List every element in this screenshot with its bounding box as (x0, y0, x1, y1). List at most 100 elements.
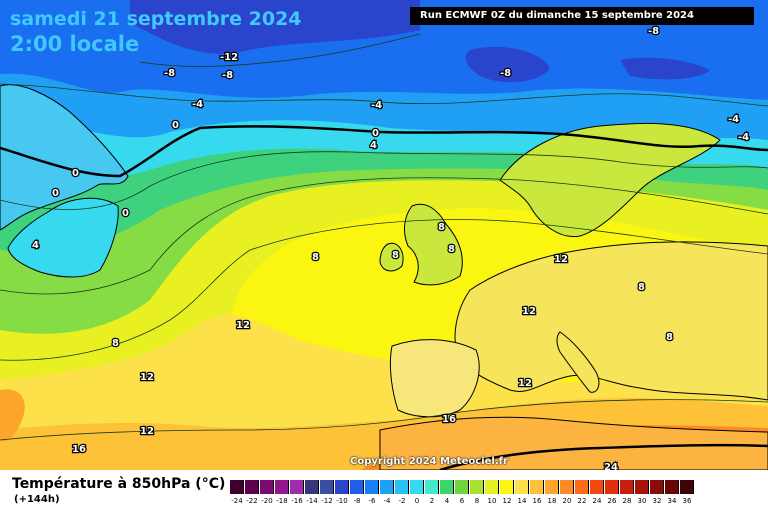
forecast-lead-time: (+144h) (14, 494, 60, 505)
scale-label: -16 (291, 497, 303, 505)
scale-label: -10 (336, 497, 348, 505)
scale-swatch (545, 480, 559, 494)
contour-label: -8 (222, 70, 233, 81)
scale-swatch (605, 480, 619, 494)
contour-label: 8 (638, 282, 645, 293)
contour-label: 16 (442, 414, 456, 425)
contour-label: 0 (72, 168, 79, 179)
contour-label: 12 (236, 320, 250, 331)
scale-label: 26 (607, 497, 617, 505)
scale-swatch (635, 480, 649, 494)
scale-label: 10 (487, 497, 497, 505)
scale-swatch (530, 480, 544, 494)
isotherm-4 (0, 151, 768, 210)
scale-label: -6 (368, 497, 376, 505)
contour-label: -4 (728, 114, 739, 125)
scale-label: -14 (306, 497, 318, 505)
scale-swatch (500, 480, 514, 494)
scale-swatch (665, 480, 679, 494)
scale-swatch (320, 480, 334, 494)
isotherm-minus4 (0, 83, 768, 107)
scale-swatch (485, 480, 499, 494)
contour-label: -8 (164, 68, 175, 79)
scale-label: 24 (592, 497, 602, 505)
zero-isotherm-line (0, 125, 768, 178)
scale-swatch (650, 480, 664, 494)
band-north-cold-patch (620, 57, 710, 80)
map-canvas: -12 -8 -8 -8 -8 -4 -4 -4 -4 0 0 0 0 0 4 … (0, 0, 768, 470)
variable-title: Température à 850hPa (°C) (12, 476, 226, 492)
isotherm-8 (0, 177, 768, 295)
south-thick-line (439, 443, 768, 470)
scale-swatch (230, 480, 244, 494)
scale-label: -8 (353, 497, 361, 505)
band-minus12 (130, 0, 550, 83)
isotherm-16 (0, 399, 768, 441)
scale-label: 28 (622, 497, 632, 505)
scale-swatch (440, 480, 454, 494)
scale-swatch (455, 480, 469, 494)
scale-swatch (410, 480, 424, 494)
isotherm-12 (0, 219, 768, 361)
scale-swatch (470, 480, 484, 494)
scale-swatch (515, 480, 529, 494)
contour-label: -4 (192, 99, 203, 110)
contour-label: 8 (666, 332, 673, 343)
contour-label: -12 (220, 52, 238, 63)
iberia (389, 339, 480, 418)
scale-swatch (305, 480, 319, 494)
contour-label: 12 (140, 426, 154, 437)
scale-label: -22 (246, 497, 258, 505)
scale-label: -12 (321, 497, 333, 505)
scale-label: 16 (532, 497, 542, 505)
scale-label: 18 (547, 497, 557, 505)
contour-label: 0 (52, 188, 59, 199)
scale-swatch (350, 480, 364, 494)
scale-label: 22 (577, 497, 587, 505)
scale-swatch (680, 480, 694, 494)
greenland-land (0, 84, 129, 231)
temperature-map: -12 -8 -8 -8 -8 -4 -4 -4 -4 0 0 0 0 0 4 … (0, 0, 768, 470)
contour-label: 0 (172, 120, 179, 131)
contour-label: 8 (392, 250, 399, 261)
scale-label: 2 (429, 497, 435, 505)
scale-swatch (245, 480, 259, 494)
contour-label: -8 (648, 26, 659, 37)
scale-label: 4 (444, 497, 450, 505)
italy (556, 331, 600, 393)
contour-label: 0 (122, 208, 129, 219)
scale-swatch (560, 480, 574, 494)
scale-label: 8 (474, 497, 480, 505)
contour-label: 12 (522, 306, 536, 317)
legend-footer: Température à 850hPa (°C) (+144h) -24 -22… (0, 470, 768, 512)
scale-swatch (620, 480, 634, 494)
scale-swatch (260, 480, 274, 494)
scale-label: -18 (276, 497, 288, 505)
contour-label: 0 (372, 128, 379, 139)
scale-label: -20 (261, 497, 273, 505)
scale-label: 32 (652, 497, 662, 505)
contour-labels: -12 -8 -8 -8 -8 -4 -4 -4 -4 0 0 0 0 0 4 … (31, 25, 751, 470)
scale-label: 34 (667, 497, 677, 505)
scale-label: 36 (682, 497, 692, 505)
scale-swatch (380, 480, 394, 494)
contour-label: 8 (312, 252, 319, 263)
contour-label: 8 (112, 338, 119, 349)
scale-swatch (575, 480, 589, 494)
scale-swatch (395, 480, 409, 494)
band-warm-west (0, 389, 25, 442)
scale-label: 0 (414, 497, 420, 505)
scale-label: 30 (637, 497, 647, 505)
north-africa (379, 416, 768, 470)
contour-label: -8 (500, 68, 511, 79)
forecast-date: samedi 21 septembre 2024 (10, 8, 302, 30)
contour-label: 16 (72, 444, 86, 455)
scale-label: -4 (383, 497, 391, 505)
isotherm-minus8 (139, 33, 421, 67)
contour-label: 12 (140, 372, 154, 383)
copyright-text: Copyright 2024 Meteociel.fr (350, 456, 508, 467)
contour-label: 12 (518, 378, 532, 389)
scandinavia (499, 122, 721, 238)
contour-label: 24 (604, 462, 618, 470)
model-run-label: Run ECMWF 0Z du dimanche 15 septembre 20… (410, 7, 754, 25)
